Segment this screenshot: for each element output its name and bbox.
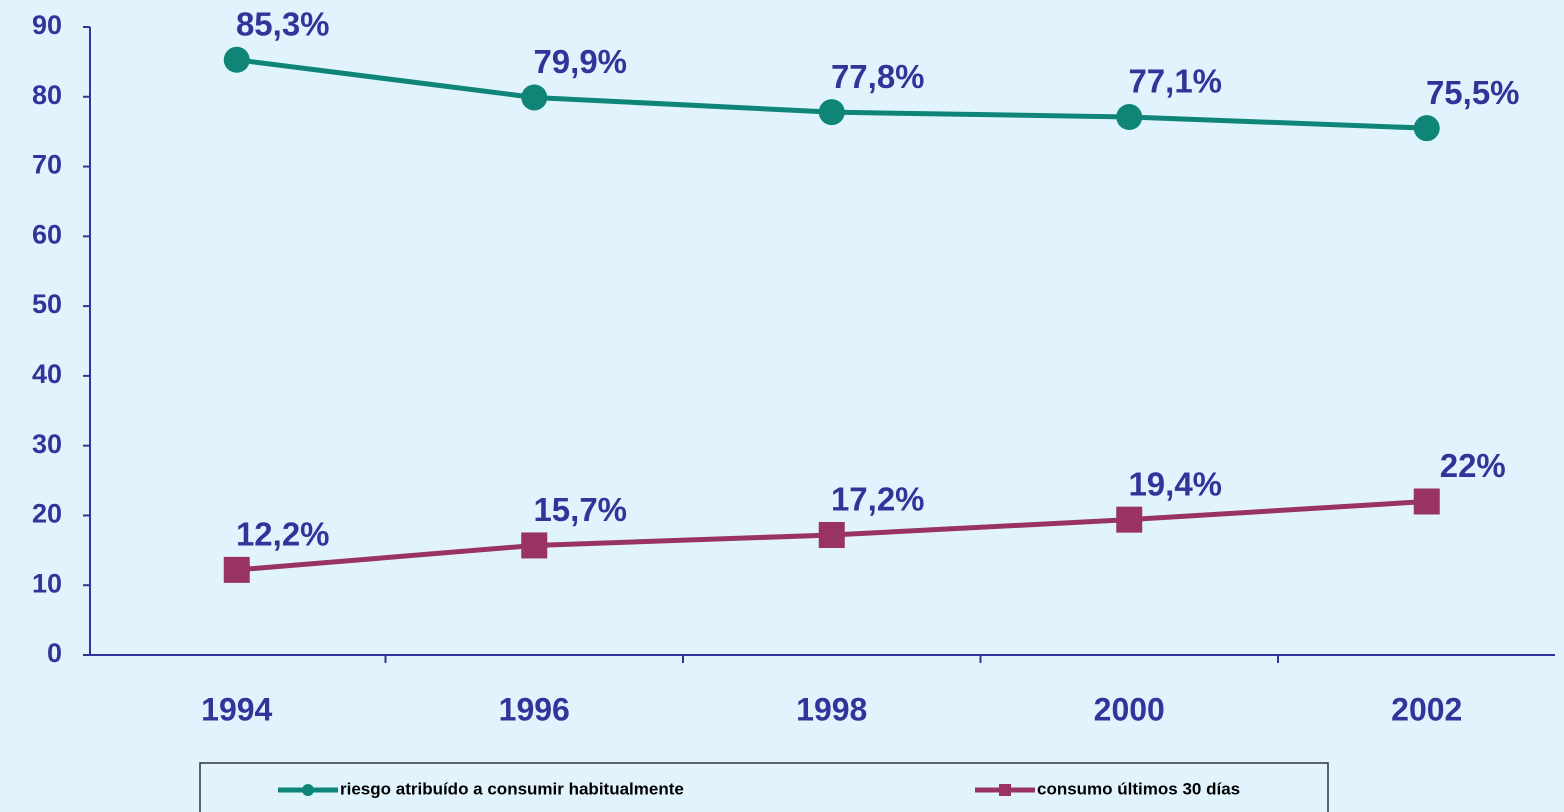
x-tick-label: 2000 — [1094, 691, 1165, 727]
data-label: 77,1% — [1128, 63, 1222, 100]
x-tick-label: 1998 — [796, 691, 867, 727]
data-point — [223, 556, 250, 583]
data-point — [1116, 506, 1143, 533]
y-tick-label: 0 — [47, 638, 62, 668]
data-point — [1413, 115, 1440, 142]
data-label: 85,3% — [236, 6, 330, 43]
legend-box — [199, 762, 1329, 812]
y-tick-label: 50 — [32, 289, 62, 319]
y-tick-label: 80 — [32, 80, 62, 110]
data-label: 79,9% — [533, 43, 627, 80]
data-label: 15,7% — [533, 491, 627, 528]
data-label: 22% — [1440, 447, 1506, 484]
legend-label: consumo últimos 30 días — [1037, 779, 1240, 798]
data-point — [223, 46, 250, 73]
data-label: 77,8% — [831, 58, 925, 95]
x-tick-label: 1994 — [201, 691, 272, 727]
data-point — [1413, 488, 1440, 515]
y-tick-label: 40 — [32, 359, 62, 389]
data-label: 19,4% — [1128, 465, 1222, 502]
data-point — [521, 532, 548, 559]
legend-label: riesgo atribuído a consumir habitualment… — [340, 779, 684, 798]
data-label: 17,2% — [831, 481, 925, 518]
y-tick-label: 90 — [32, 10, 62, 40]
data-point — [818, 99, 845, 126]
y-tick-label: 20 — [32, 499, 62, 529]
data-point — [521, 84, 548, 111]
data-label: 12,2% — [236, 516, 330, 553]
legend-marker — [302, 784, 314, 796]
y-tick-label: 60 — [32, 219, 62, 249]
y-tick-label: 30 — [32, 429, 62, 459]
legend-marker — [999, 784, 1011, 796]
y-tick-label: 10 — [32, 568, 62, 598]
y-tick-label: 70 — [32, 150, 62, 180]
data-point — [1116, 104, 1143, 131]
data-label: 75,5% — [1426, 74, 1520, 111]
x-tick-label: 1996 — [499, 691, 570, 727]
data-point — [818, 521, 845, 548]
x-tick-label: 2002 — [1391, 691, 1462, 727]
